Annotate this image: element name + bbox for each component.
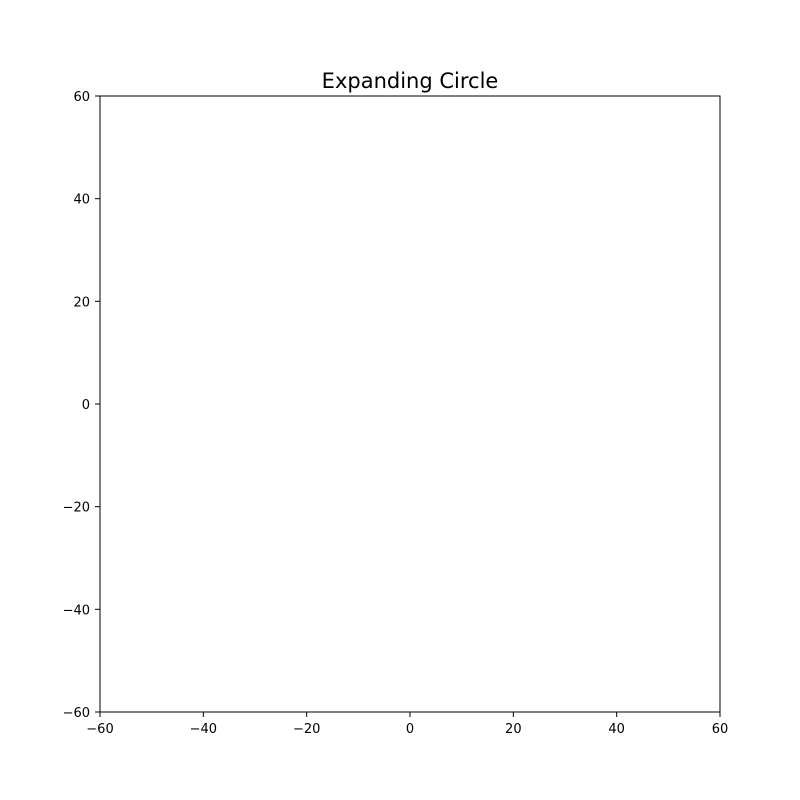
y-tick-label: −40 <box>63 603 90 618</box>
y-tick-label: 0 <box>82 398 90 413</box>
y-tick-label: 20 <box>73 295 90 310</box>
x-tick-label: −60 <box>86 722 113 737</box>
x-tick-label: −40 <box>190 722 217 737</box>
x-tick-label: −20 <box>293 722 320 737</box>
y-axis: −60 −40 −20 0 20 40 60 <box>63 90 100 721</box>
x-tick-label: 20 <box>505 722 522 737</box>
y-tick-label: −20 <box>63 501 90 516</box>
y-tick-label: 40 <box>73 193 90 208</box>
y-tick-label: 60 <box>73 90 90 105</box>
chart-title: Expanding Circle <box>322 69 499 93</box>
x-tick-label: 60 <box>712 722 729 737</box>
x-axis: −60 −40 −20 0 20 40 60 <box>86 712 728 737</box>
x-tick-label: 40 <box>608 722 625 737</box>
y-tick-label: −60 <box>63 706 90 721</box>
plot-area <box>99 95 721 713</box>
x-tick-label: 0 <box>406 722 414 737</box>
